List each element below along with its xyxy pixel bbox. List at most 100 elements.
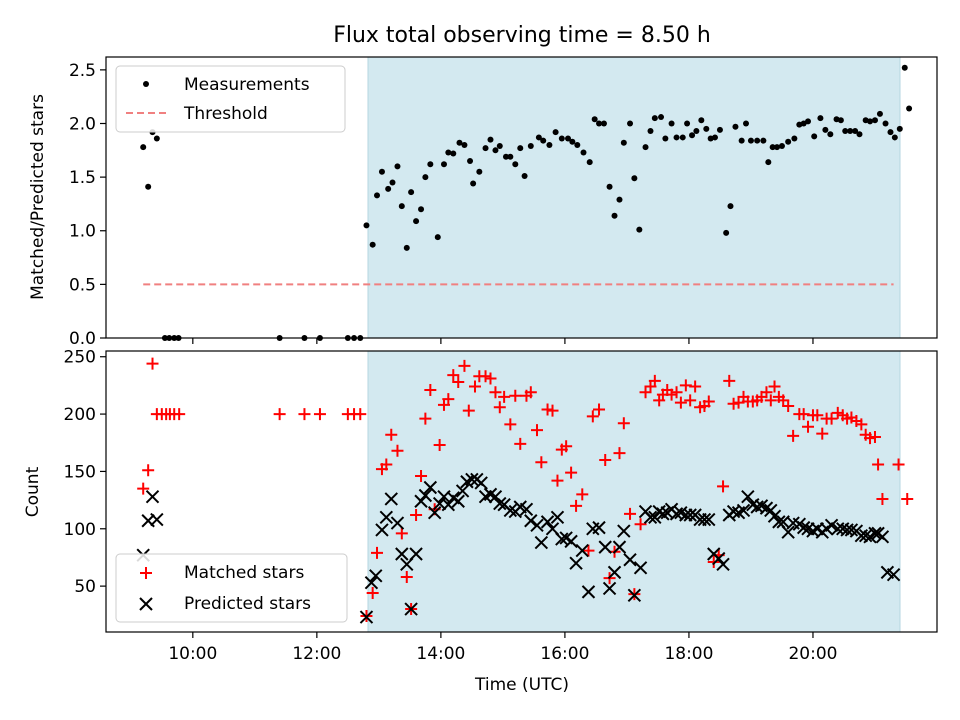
measurement-point [827, 131, 834, 138]
measurement-point [591, 116, 598, 123]
x-tick-label: 10:00 [168, 644, 217, 664]
measurement-point [732, 123, 739, 130]
measurement-point [145, 183, 152, 190]
measurement-point [727, 203, 734, 210]
measurement-point [805, 118, 812, 125]
legend-predicted-marker [139, 597, 153, 611]
matched-star-point [797, 408, 810, 421]
matched-star-point [468, 380, 481, 393]
predicted-star-point [427, 506, 442, 520]
matched-star-point [385, 428, 398, 441]
legend-matched-marker [140, 567, 152, 579]
matched-star-point [634, 518, 647, 531]
predicted-star-point [409, 547, 423, 561]
legend-matched-label: Matched stars [184, 563, 304, 583]
y-tick-label: 0.0 [69, 329, 96, 349]
matched-star-point [452, 375, 465, 388]
measurement-point [811, 133, 818, 140]
measurement-point [668, 120, 675, 127]
matched-star-point [599, 453, 612, 466]
y-tick-label: 200 [64, 405, 96, 425]
measurement-point [693, 128, 700, 135]
measurement-point [876, 110, 883, 117]
matched-star-point [447, 369, 460, 382]
predicted-star-point [395, 547, 409, 561]
legend-threshold-label: Threshold [183, 104, 268, 124]
matched-star-point [787, 429, 800, 442]
measurement-point [901, 64, 908, 71]
top-plot-frame [105, 56, 938, 339]
predicted-star-point [581, 585, 596, 599]
predicted-star-point [607, 565, 622, 580]
predicted-star-point [423, 480, 438, 495]
measurement-point [847, 128, 854, 135]
matched-star-point [484, 372, 497, 385]
x-tick-label: 18:00 [664, 644, 713, 664]
top-shaded-span [367, 56, 901, 339]
measurement-point [512, 161, 519, 168]
matched-star-point [648, 374, 661, 387]
measurement-point [774, 144, 781, 151]
predicted-star-point [569, 556, 583, 570]
y-tick-label: 2.0 [69, 114, 96, 134]
bottom-shaded-span [367, 350, 901, 633]
measurement-point [817, 115, 824, 122]
matched-star-point [674, 396, 687, 409]
matched-star-point [764, 394, 777, 407]
matched-star-point [146, 357, 159, 370]
measurement-point [673, 134, 680, 141]
predicted-star-point [844, 523, 859, 537]
matched-star-point [504, 418, 517, 431]
predicted-star-point [875, 530, 890, 544]
predicted-star-point [697, 512, 712, 527]
measurement-point [791, 135, 798, 142]
matched-star-point [419, 412, 432, 425]
measurement-point [658, 114, 665, 121]
measurement-point [527, 143, 534, 150]
predicted-star-point [379, 510, 394, 525]
bottom-x-axis: 10:00 12:00 14:00 16:00 18:00 20:00 [168, 632, 837, 664]
measurement-point [403, 244, 410, 251]
top-panel: 0.0 0.5 1.0 1.5 2.0 2.5 Matched/Predicted sta… [28, 56, 938, 349]
y-tick-label: 100 [64, 520, 96, 540]
matched-star-point [546, 404, 559, 417]
predicted-star-point [656, 507, 670, 521]
measurement-point [496, 143, 503, 150]
matched-star-point [380, 458, 393, 471]
matched-star-point [137, 482, 150, 495]
measurement-point [569, 138, 576, 145]
predicted-star-point [627, 588, 642, 603]
matched-star-point [782, 400, 795, 413]
measurement-point [440, 161, 447, 168]
measurement-point [540, 137, 547, 144]
x-axis-label: Time (UTC) [474, 675, 569, 695]
x-tick-label: 14:00 [416, 644, 465, 664]
measurement-point [822, 126, 829, 133]
predicted-star-point [404, 602, 418, 616]
measurement-point [887, 129, 894, 136]
measurement-point [642, 144, 649, 151]
matched-star-point [313, 408, 326, 421]
predicted-star-point [359, 610, 374, 624]
bottom-y-axis: 50 100 150 200 250 [64, 348, 106, 597]
predicted-star-point [519, 502, 534, 516]
measurement-point [394, 163, 401, 170]
top-x-axis [192, 338, 814, 344]
matched-star-point [458, 359, 471, 372]
matched-star-point [825, 412, 838, 425]
measurement-point [445, 149, 452, 156]
measurement-point [651, 115, 658, 122]
predicted-star-point [612, 540, 627, 554]
measurement-point [546, 141, 553, 148]
bottom-panel: 50 100 150 200 250 10:00 12:00 14:00 16:00 18:00… [23, 348, 938, 695]
measurement-point [765, 159, 772, 166]
predicted-star-point [524, 514, 538, 528]
matched-star-point [298, 408, 311, 421]
measurement-point [738, 137, 745, 144]
predicted-star-point [503, 503, 518, 518]
measurement-point [662, 135, 669, 142]
predicted-star-point [602, 581, 617, 596]
matched-star-point [173, 408, 186, 421]
top-legend: Measurements Threshold [115, 65, 346, 133]
